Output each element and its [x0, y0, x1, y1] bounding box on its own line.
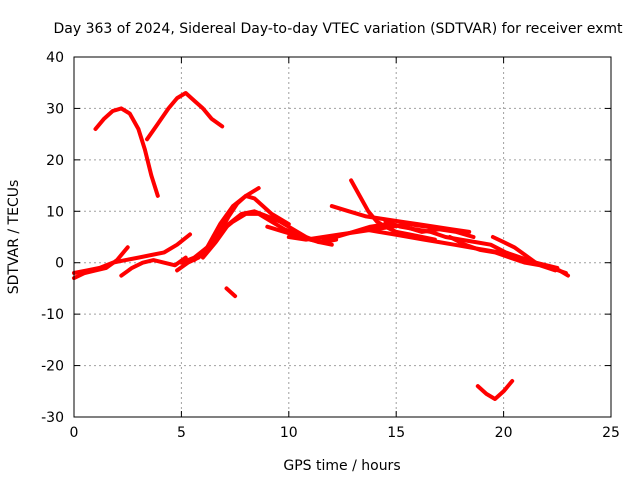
- x-axis-label: GPS time / hours: [283, 458, 400, 474]
- y-tick-label: -30: [41, 410, 64, 426]
- data-series: [72, 91, 570, 401]
- series-arc-18: [490, 235, 560, 270]
- axis-ticks: 0 5 10 15 20 25 -30 -20 -10 0 10 20 30 40: [41, 50, 620, 441]
- x-tick-label: 0: [70, 425, 79, 441]
- grid-lines: [74, 57, 611, 417]
- series-arc-13: [329, 204, 472, 234]
- series-arc-1: [93, 106, 160, 198]
- x-tick-label: 15: [387, 425, 405, 441]
- y-tick-label: 40: [46, 50, 64, 66]
- series-arc-14: [349, 178, 437, 242]
- x-tick-label: 20: [495, 425, 513, 441]
- y-tick-label: 30: [46, 101, 64, 117]
- series-arc-10: [224, 286, 238, 299]
- y-tick-label: -20: [41, 359, 64, 375]
- series-arc-19: [475, 379, 515, 401]
- y-axis-label: SDTVAR / TECUs: [6, 180, 22, 295]
- y-tick-label: 20: [46, 153, 64, 169]
- y-tick-label: 0: [55, 256, 64, 272]
- y-tick-label: -10: [41, 307, 64, 323]
- chart-title: Day 363 of 2024, Sidereal Day-to-day VTE…: [54, 21, 624, 37]
- x-tick-label: 10: [280, 425, 298, 441]
- x-tick-label: 25: [602, 425, 620, 441]
- series-arc-2: [145, 91, 225, 142]
- series-arc-4: [72, 232, 192, 275]
- series-arc-5: [119, 255, 188, 278]
- plot-frame: [73, 56, 612, 418]
- y-tick-label: 10: [46, 204, 64, 220]
- x-tick-label: 5: [177, 425, 186, 441]
